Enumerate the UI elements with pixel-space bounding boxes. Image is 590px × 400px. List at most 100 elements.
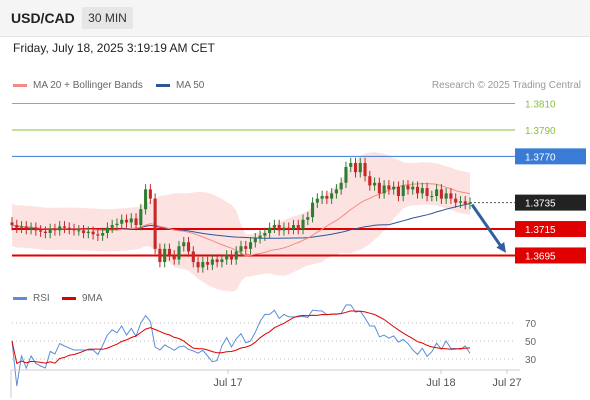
candle-body bbox=[468, 202, 472, 204]
candle-body bbox=[201, 262, 205, 268]
candle-body bbox=[435, 189, 439, 197]
candle-body bbox=[449, 193, 453, 199]
candle-body bbox=[115, 223, 119, 226]
candle-body bbox=[182, 242, 186, 247]
candle-body bbox=[163, 248, 167, 263]
candle-body bbox=[129, 218, 133, 223]
candle-body bbox=[77, 230, 81, 232]
candle-body bbox=[382, 185, 386, 194]
rsi-tick-50: 50 bbox=[525, 337, 537, 348]
candle-body bbox=[29, 227, 33, 230]
candle-body bbox=[444, 193, 448, 199]
candle-body bbox=[396, 186, 400, 197]
candle-body bbox=[220, 259, 224, 263]
candle-body bbox=[377, 182, 381, 194]
x-tick-label: Jul 17 bbox=[213, 377, 242, 389]
candle-body bbox=[215, 259, 219, 263]
candle-body bbox=[19, 226, 24, 228]
candle-body bbox=[420, 188, 424, 194]
candle-body bbox=[282, 227, 286, 231]
candle-body bbox=[67, 227, 71, 230]
legend-9ma-swatch bbox=[62, 297, 76, 300]
level-label-0: 1.3810 bbox=[525, 100, 556, 111]
level-tag-4 bbox=[515, 221, 586, 238]
candle-body bbox=[167, 248, 171, 256]
legend-rsi-swatch bbox=[13, 297, 27, 300]
legend-9ma: 9MA bbox=[62, 293, 103, 304]
candle-body bbox=[124, 219, 129, 223]
forecast-arrow-head bbox=[496, 241, 506, 253]
legend-rsi: RSI bbox=[13, 293, 50, 304]
candle-body bbox=[105, 227, 109, 234]
chart-header: USD/CAD 30 MIN bbox=[0, 0, 590, 37]
candle-body bbox=[268, 227, 272, 234]
candle-body bbox=[439, 189, 443, 199]
rsi-line bbox=[11, 304, 471, 387]
candle-body bbox=[225, 255, 229, 260]
level-label-5: 1.3695 bbox=[525, 251, 556, 262]
bollinger-band bbox=[12, 152, 470, 292]
candle-body bbox=[306, 217, 310, 220]
candle-body bbox=[263, 233, 267, 236]
candle-body bbox=[287, 227, 291, 230]
candle-body bbox=[229, 255, 234, 260]
legend-ma50-label: MA 50 bbox=[176, 80, 205, 91]
symbol-label: USD/CAD bbox=[11, 10, 75, 26]
candle-body bbox=[96, 234, 100, 236]
level-tag-5 bbox=[515, 247, 586, 264]
legend-ma20: MA 20 + Bollinger Bands bbox=[13, 80, 143, 91]
candle-body bbox=[415, 186, 420, 194]
level-label-2: 1.3770 bbox=[525, 152, 556, 163]
candle-body bbox=[134, 218, 138, 226]
candle-body bbox=[411, 186, 415, 190]
candle-body bbox=[339, 182, 343, 190]
candle-body bbox=[401, 185, 405, 197]
candle-body bbox=[253, 238, 257, 243]
legend-ma50-swatch bbox=[156, 84, 170, 87]
candle-body bbox=[10, 222, 14, 226]
candle-body bbox=[363, 162, 367, 177]
candle-body bbox=[387, 185, 391, 190]
candle-body bbox=[296, 225, 300, 230]
level-label-1: 1.3790 bbox=[525, 126, 556, 137]
candle-body bbox=[72, 229, 76, 231]
level-tag-2 bbox=[515, 148, 586, 165]
candle-body bbox=[349, 162, 353, 167]
candle-body bbox=[272, 225, 276, 228]
candle-body bbox=[177, 246, 181, 260]
legend-rsi-label: RSI bbox=[33, 293, 50, 304]
candle-body bbox=[62, 226, 67, 228]
candle-body bbox=[392, 186, 396, 190]
legend-ma50: MA 50 bbox=[156, 80, 204, 91]
candle-body bbox=[244, 246, 248, 249]
candle-body bbox=[368, 176, 372, 186]
candle-body bbox=[24, 226, 28, 230]
candle-body bbox=[430, 196, 434, 198]
rsi-tick-70: 70 bbox=[525, 319, 537, 330]
copyright: Research © 2025 Trading Central bbox=[431, 80, 581, 91]
candle-body bbox=[91, 231, 95, 235]
rsi-tick-30: 30 bbox=[525, 355, 537, 366]
candle-body bbox=[39, 230, 43, 232]
candle-body bbox=[110, 225, 114, 228]
candle-body bbox=[311, 202, 315, 218]
candle-body bbox=[353, 162, 358, 173]
candle-body bbox=[34, 227, 38, 231]
candle-body bbox=[425, 188, 429, 197]
candle-body bbox=[239, 246, 243, 252]
candle-body bbox=[454, 198, 458, 203]
interval-button[interactable]: 30 MIN bbox=[82, 7, 133, 29]
candle-body bbox=[58, 226, 62, 231]
candle-body bbox=[120, 219, 124, 224]
candle-body bbox=[186, 242, 191, 252]
x-tick-label: Jul 27 bbox=[492, 377, 521, 389]
candle-body bbox=[15, 225, 19, 228]
candle-body bbox=[358, 162, 362, 173]
candle-body bbox=[101, 233, 105, 236]
candle-body bbox=[315, 198, 319, 203]
candle-body bbox=[248, 242, 253, 249]
candle-body bbox=[144, 189, 148, 210]
candle-body bbox=[277, 225, 281, 231]
candle-body bbox=[82, 230, 86, 234]
candle-body bbox=[191, 251, 195, 263]
